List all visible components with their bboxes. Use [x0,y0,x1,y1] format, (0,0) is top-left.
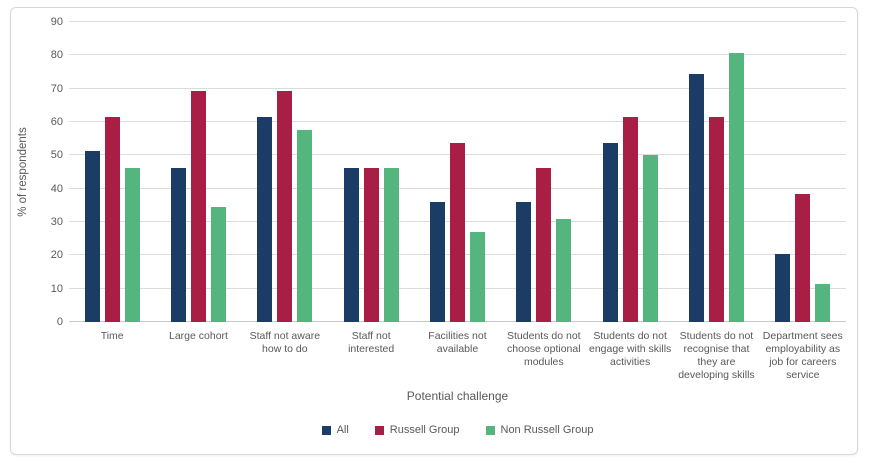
bar-non-russell-group [210,206,226,322]
category-label: Facilities not available [428,330,487,355]
y-tick-label: 40 [50,182,63,195]
gridline [69,21,846,22]
gridline [69,54,846,56]
legend-label: All [336,424,349,436]
y-tick-label: 60 [50,116,63,128]
legend-swatch-icon [485,425,495,435]
legend-swatch-icon [374,425,384,435]
y-tick-label: 0 [56,316,63,328]
bar-group-time [69,22,155,322]
bar-all [343,168,359,322]
x-axis-title: Potential challenge [406,389,509,403]
legend-swatch-icon [321,425,331,435]
bar-group-large-cohort [155,22,241,322]
bar-all [602,142,618,322]
bar-russell-group [536,168,552,322]
category-label: Staff not interested [348,330,395,355]
y-tick-label: 30 [50,216,63,228]
gridline [69,87,846,89]
y-axis-ticks: 0 10 20 30 40 50 60 70 80 90 [35,16,63,328]
y-axis-title-text: % of respondents [17,127,30,217]
bar-group-students-do-not [587,22,673,322]
bar-all [516,202,532,322]
bar-non-russell-group [124,168,140,322]
legend-item-non-russell-group: Non Russell Group [485,424,594,436]
chart-frame: % of respondents 0 10 20 30 40 50 60 70 80 90 Tim… [10,7,858,455]
bar-group-facilities-not-available [414,22,500,322]
bar-group-students-do-not [673,22,759,322]
legend-item-all: All [321,424,349,436]
category-label: Department sees employability as job for… [762,330,843,381]
y-tick-label: 10 [50,282,63,295]
y-tick-label: 50 [50,149,63,162]
bar-russell-group [622,117,638,322]
y-tick-label: 20 [50,249,63,262]
bar-non-russell-group [728,52,744,322]
legend-item-russell-group: Russell Group [374,424,460,436]
category-label: Time [100,330,124,342]
y-axis-title: % of respondents [13,22,33,322]
x-axis-category-labels: Time Large cohort Staff not aware how to d… [69,330,846,382]
category-label: Staff not aware how to do [249,330,321,355]
y-tick-label: 90 [50,16,63,28]
bar-non-russell-group [297,129,313,322]
bar-non-russell-group [383,168,399,322]
bar-russell-group [449,142,465,322]
y-tick-label: 70 [50,82,63,95]
bar-group-department-sees-employability [760,22,846,322]
bar-russell-group [708,117,724,322]
category-label: Students do not recognise that they are … [678,330,755,381]
plot-area [69,21,846,322]
legend-label: Non Russell Group [500,424,594,436]
bar-all [84,151,100,322]
bar-non-russell-group [556,219,572,322]
bar-all [257,117,273,322]
bar-group-staff-not-aware [242,22,328,322]
bar-groups [69,22,846,322]
bar-non-russell-group [815,283,831,322]
y-tick-label: 80 [50,49,63,62]
bar-non-russell-group [469,232,485,322]
bar-russell-group [363,168,379,322]
bar-non-russell-group [642,155,658,322]
bar-all [429,202,445,322]
bar-russell-group [795,193,811,322]
bar-russell-group [190,91,206,322]
bar-all [688,74,704,322]
gridline [69,121,846,122]
bar-group-students-do-not [501,22,587,322]
legend-label: Russell Group [389,424,460,436]
category-label: Large cohort [169,330,228,342]
bar-russell-group [277,91,293,322]
bar-group-staff-not-interested [328,22,414,322]
bar-all [170,168,186,322]
category-label: Students do not choose optional modules [507,330,581,368]
category-label: Students do not engage with skills activ… [588,330,672,368]
bar-russell-group [104,117,120,322]
legend: All Russell Group Non Russell Group [69,424,846,436]
bar-all [775,253,791,322]
